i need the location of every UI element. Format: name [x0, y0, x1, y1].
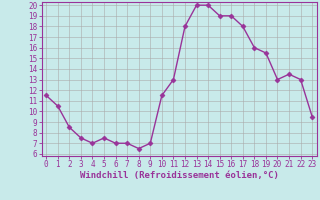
- X-axis label: Windchill (Refroidissement éolien,°C): Windchill (Refroidissement éolien,°C): [80, 171, 279, 180]
